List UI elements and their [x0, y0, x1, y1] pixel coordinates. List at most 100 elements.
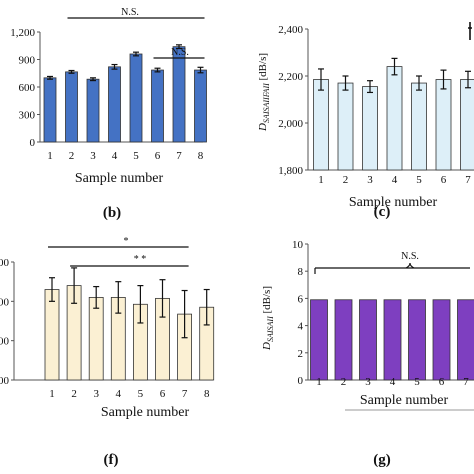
panel-g-ylabel-unit: [dB/s]	[261, 286, 273, 316]
bar	[88, 296, 104, 381]
x-tick-label: 5	[138, 388, 144, 400]
significance-label: N.S.	[401, 251, 419, 262]
bar	[411, 82, 427, 171]
x-tick-label: 4	[390, 376, 396, 388]
x-tick-label: 3	[367, 174, 373, 186]
y-tick-label: 2,400	[278, 24, 303, 36]
x-tick-label: 5	[414, 376, 420, 388]
y-tick-label: 46,200	[0, 336, 10, 348]
y-tick-label: 1,800	[278, 165, 303, 177]
x-tick-label: 8	[198, 150, 204, 162]
panel-c-ylabel-unit: [dB/s]	[257, 53, 269, 83]
panel-g-ylabel: DSAISAII [dB/s]	[261, 286, 275, 351]
bar	[457, 299, 474, 381]
x-tick-label: 4	[112, 150, 118, 162]
panel-g-xlabel: Sample number	[360, 393, 449, 408]
panel-c-ylabel-main: D	[257, 123, 269, 132]
x-tick-label: 4	[392, 174, 398, 186]
x-tick-label: 1	[49, 388, 55, 400]
panel-c-chart: Sample number (c) DSAISAIIFAII [dB/s] 1,…	[257, 22, 474, 220]
panel-g-label: (g)	[373, 452, 391, 468]
bar	[383, 299, 402, 381]
x-tick-label: 3	[90, 150, 96, 162]
panel-f-xlabel: Sample number	[101, 405, 190, 420]
y-tick-label: 2,200	[278, 71, 303, 83]
bar	[359, 299, 377, 381]
significance-label: N.S.	[121, 7, 139, 18]
x-tick-label: 2	[71, 388, 77, 400]
panel-c-xlabel: Sample number	[349, 195, 438, 210]
significance-label: *	[124, 236, 129, 247]
x-tick-label: 3	[93, 388, 99, 400]
panel-c-ylabel-sub: SAISAIIFAII	[262, 83, 271, 123]
y-tick-label: 10	[292, 239, 304, 251]
y-tick-label: 900	[19, 55, 36, 67]
x-tick-label: 1	[318, 174, 324, 186]
bar	[337, 82, 354, 171]
panel-b-label: (b)	[103, 205, 121, 221]
x-tick-label: 7	[176, 150, 182, 162]
y-tick-label: 2	[298, 348, 304, 360]
bar	[65, 71, 78, 143]
panel-b-chart: Sample number (b) 0 300 600 900 1,200 1 2 3 4 5 6 7…	[10, 7, 207, 221]
y-tick-label: 4	[298, 321, 304, 333]
y-tick-label: 46,000	[0, 375, 10, 387]
x-tick-label: 7	[465, 174, 471, 186]
y-tick-label: 1,200	[10, 27, 35, 39]
significance-label: * *	[134, 254, 147, 265]
bar	[44, 289, 60, 381]
bar	[86, 78, 100, 143]
bar	[151, 69, 164, 143]
x-tick-label: 4	[116, 388, 122, 400]
x-tick-label: 7	[463, 376, 469, 388]
x-tick-label: 1	[47, 150, 53, 162]
bar	[310, 299, 328, 381]
panel-f-label: (f)	[104, 452, 119, 468]
x-tick-label: 1	[316, 376, 322, 388]
bar	[129, 53, 143, 143]
y-tick-label: 300	[19, 110, 36, 122]
x-tick-label: 8	[204, 388, 210, 400]
bar	[435, 79, 452, 171]
panel-g-chart: Sample number (g) DSAISAII [dB/s] 0 2 4 6 8 1…	[261, 239, 474, 468]
panel-f-chart: Sample number (f) 46,000 46,200 46,400 46,6…	[0, 236, 215, 468]
significance-brace-tip	[405, 262, 415, 269]
y-tick-label: 0	[298, 375, 304, 387]
bar	[43, 77, 57, 143]
bar	[334, 299, 353, 381]
panel-c-label: (c)	[374, 204, 391, 220]
x-tick-label: 3	[365, 376, 371, 388]
y-tick-label: 6	[298, 293, 304, 305]
x-tick-label: 6	[439, 376, 445, 388]
bar	[313, 79, 329, 171]
bar	[172, 46, 186, 143]
y-tick-label: 8	[298, 266, 304, 278]
cropped-dagger-mark	[468, 22, 472, 40]
y-tick-label: 46,600	[0, 257, 10, 269]
x-tick-label: 2	[341, 376, 347, 388]
bar	[108, 66, 121, 143]
panel-c-ylabel: DSAISAIIFAII [dB/s]	[257, 53, 271, 132]
x-tick-label: 2	[69, 150, 75, 162]
x-tick-label: 6	[441, 174, 447, 186]
bar	[432, 299, 451, 381]
significance-label: N.S.	[171, 47, 189, 58]
x-tick-label: 6	[160, 388, 166, 400]
y-tick-label: 600	[19, 82, 36, 94]
x-tick-label: 5	[133, 150, 139, 162]
bar	[362, 86, 378, 171]
x-tick-label: 7	[182, 388, 188, 400]
y-tick-label: 2,000	[278, 118, 303, 130]
panel-g-ylabel-main: D	[261, 342, 273, 351]
bar	[408, 299, 426, 381]
panel-g-ylabel-sub: SAISAII	[266, 316, 275, 342]
y-tick-label: 0	[30, 137, 36, 149]
bar	[386, 66, 403, 171]
x-tick-label: 5	[416, 174, 422, 186]
x-tick-label: 2	[343, 174, 349, 186]
panel-b-xlabel: Sample number	[75, 171, 164, 186]
y-tick-label: 46,400	[0, 296, 10, 308]
x-tick-label: 6	[155, 150, 161, 162]
bar	[460, 79, 474, 171]
